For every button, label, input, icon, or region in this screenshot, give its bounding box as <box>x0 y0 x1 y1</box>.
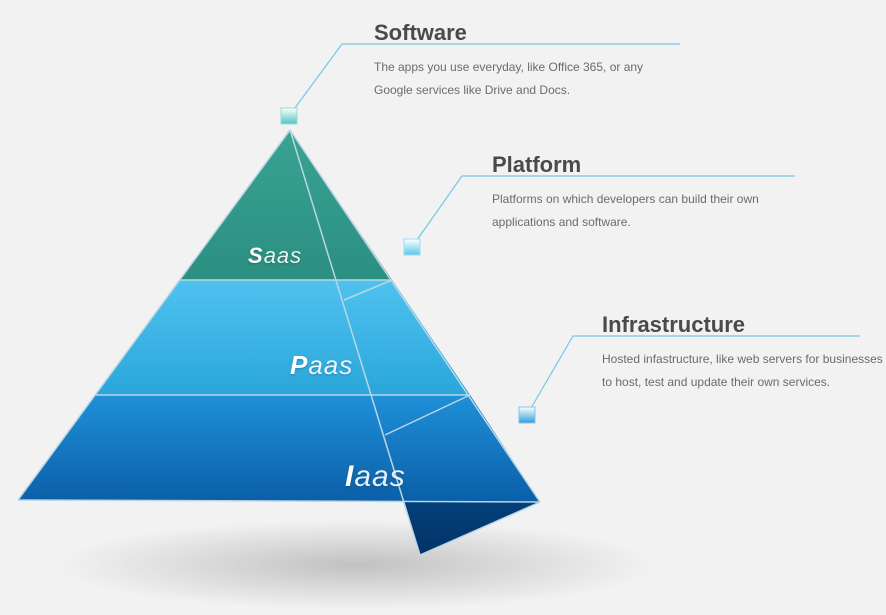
callout-software: Software The apps you use everyday, like… <box>374 20 674 102</box>
callout-title: Software <box>374 20 674 46</box>
cloud-pyramid-infographic: { "type": "infographic", "background_col… <box>0 0 886 615</box>
callout-body: The apps you use everyday, like Office 3… <box>374 56 674 102</box>
callout-title: Platform <box>492 152 792 178</box>
callout-title: Infrastructure <box>602 312 886 338</box>
callout-platform: Platform Platforms on which developers c… <box>492 152 792 234</box>
callout-body: Hosted infastructure, like web servers f… <box>602 348 886 394</box>
callout-infrastructure: Infrastructure Hosted infastructure, lik… <box>602 312 886 394</box>
callout-body: Platforms on which developers can build … <box>492 188 792 234</box>
